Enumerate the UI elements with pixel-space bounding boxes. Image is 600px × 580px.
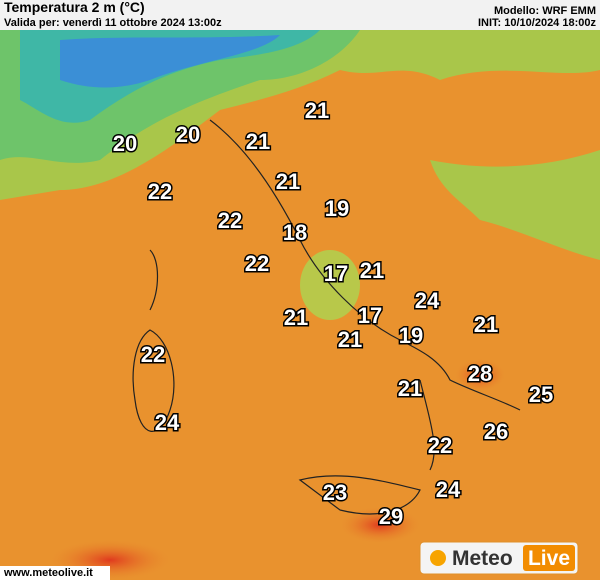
temperature-label: 25 <box>529 382 553 407</box>
temperature-label: 19 <box>325 196 349 221</box>
logo-right: Live <box>528 547 570 570</box>
temperature-label: 21 <box>276 169 300 194</box>
init-time: INIT: 10/10/2024 18:00z <box>478 17 597 29</box>
alps-zone <box>60 35 280 88</box>
url: www.meteolive.it <box>3 567 93 579</box>
temperature-label: 24 <box>155 410 180 435</box>
temperature-label: 20 <box>176 122 200 147</box>
temperature-label: 22 <box>218 208 242 233</box>
header-bar <box>0 0 600 30</box>
coastline <box>132 119 521 515</box>
temperature-label: 22 <box>428 433 452 458</box>
temperature-label: 24 <box>415 288 440 313</box>
temperature-label: 21 <box>474 312 498 337</box>
map-title: Temperatura 2 m (°C) <box>4 0 145 15</box>
temperature-label: 29 <box>379 504 403 529</box>
footer-bg <box>0 566 110 580</box>
logo-sun <box>430 550 446 566</box>
temperature-label: 21 <box>338 327 362 352</box>
balkan-cool <box>430 150 600 260</box>
temperature-label: 21 <box>284 305 308 330</box>
temperature-label: 21 <box>246 129 270 154</box>
temperature-label: 19 <box>399 323 423 348</box>
temperature-label: 23 <box>323 480 347 505</box>
temperature-label: 17 <box>324 261 348 286</box>
valid-time: Valida per: venerdì 11 ottobre 2024 13:0… <box>4 17 222 29</box>
model: Modello: WRF EMM <box>494 5 596 17</box>
temperature-label: 26 <box>484 419 508 444</box>
hot-spot <box>455 359 505 391</box>
temperature-label: 24 <box>436 477 461 502</box>
temperature-label: 18 <box>283 220 307 245</box>
temperature-label: 28 <box>468 361 492 386</box>
hot-spot <box>340 507 420 543</box>
temperature-label: 21 <box>360 258 384 283</box>
temperature-label: 17 <box>358 303 382 328</box>
temperature-label: 21 <box>305 98 329 123</box>
temperature-label: 20 <box>113 131 137 156</box>
temperature-label: 21 <box>398 376 422 401</box>
logo-tag <box>523 545 575 571</box>
logo-left: Meteo <box>452 547 513 570</box>
temperature-label: 22 <box>141 342 165 367</box>
temperature-label: 22 <box>245 251 269 276</box>
temperature-label: 22 <box>148 179 172 204</box>
